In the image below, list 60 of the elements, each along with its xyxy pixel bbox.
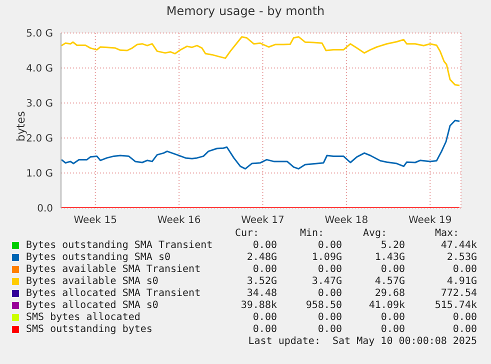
text: 41.09k bbox=[368, 300, 405, 311]
text: 0.00 bbox=[380, 324, 405, 335]
text: 39.88k bbox=[240, 300, 277, 311]
y-tick-label: 3.0 G bbox=[26, 98, 53, 110]
text: 0.00 bbox=[318, 240, 342, 251]
text: 34.48 bbox=[246, 288, 277, 299]
text: 2.48G bbox=[246, 252, 277, 263]
y-tick-label: 0.0 bbox=[37, 204, 53, 215]
line-series bbox=[61, 120, 460, 170]
text: 0.00 bbox=[380, 264, 405, 275]
text: 47.44k bbox=[440, 240, 477, 251]
text: 1.09G bbox=[312, 252, 342, 263]
x-tick-label: Week 15 bbox=[74, 215, 118, 226]
text: 772.54 bbox=[440, 288, 477, 299]
text: 0.00 bbox=[252, 240, 277, 251]
y-axis-title: bytes bbox=[14, 111, 28, 142]
x-tick-label: Week 18 bbox=[324, 215, 368, 226]
legend-label: Bytes outstanding SMA s0 bbox=[26, 252, 170, 263]
line-series bbox=[61, 36, 460, 86]
text: 515.74k bbox=[434, 300, 477, 311]
text: Min: bbox=[298, 228, 326, 239]
text: 0.00 bbox=[318, 264, 342, 275]
legend-label: SMS bytes allocated bbox=[26, 312, 140, 323]
text: 0.00 bbox=[318, 288, 342, 299]
text: 3.52G bbox=[246, 276, 277, 287]
text: 0.00 bbox=[252, 324, 277, 335]
text: 0.00 bbox=[452, 264, 477, 275]
y-tick-label: 4.0 G bbox=[26, 64, 53, 75]
text: 1.43G bbox=[374, 252, 405, 263]
text: 29.68 bbox=[374, 288, 405, 299]
y-tick-label: 2.0 G bbox=[26, 134, 53, 145]
legend-label: Bytes available SMA s0 bbox=[26, 276, 158, 287]
x-tick-label: Week 16 bbox=[157, 215, 201, 226]
text: 4.57G bbox=[374, 276, 405, 287]
text: Cur: bbox=[234, 228, 260, 239]
x-tick-label: Week 19 bbox=[408, 215, 452, 226]
legend-label: Bytes allocated SMA s0 bbox=[26, 300, 158, 311]
chart-title: Memory usage - by month bbox=[165, 4, 326, 18]
text: 5.20 bbox=[380, 240, 405, 251]
text: 0.00 bbox=[380, 312, 405, 323]
text: Max: bbox=[434, 228, 460, 239]
legend-label: SMS outstanding bytes bbox=[26, 324, 152, 335]
text: 3.47G bbox=[312, 276, 342, 287]
text: 0.00 bbox=[452, 324, 477, 335]
legend-label: Bytes allocated SMA Transient bbox=[26, 288, 201, 299]
text: Last update: Sat May 10 00:00:08 2025 bbox=[248, 336, 477, 347]
text: 0.00 bbox=[252, 312, 277, 323]
y-tick-label: 1.0 G bbox=[26, 168, 53, 180]
text: Avg: bbox=[362, 228, 388, 239]
text: 0.00 bbox=[252, 264, 277, 275]
legend-label: Bytes outstanding SMA Transient bbox=[26, 240, 213, 251]
legend-label: Bytes available SMA Transient bbox=[26, 264, 201, 275]
text: 0.00 bbox=[318, 324, 342, 335]
text: 0.00 bbox=[452, 312, 477, 323]
y-tick-label: 5.0 G bbox=[26, 28, 53, 40]
text: 0.00 bbox=[318, 312, 342, 323]
text: 4.91G bbox=[446, 276, 477, 287]
x-tick-label: Week 17 bbox=[241, 215, 284, 226]
text: 958.50 bbox=[306, 300, 342, 311]
text: 2.53G bbox=[446, 252, 477, 263]
